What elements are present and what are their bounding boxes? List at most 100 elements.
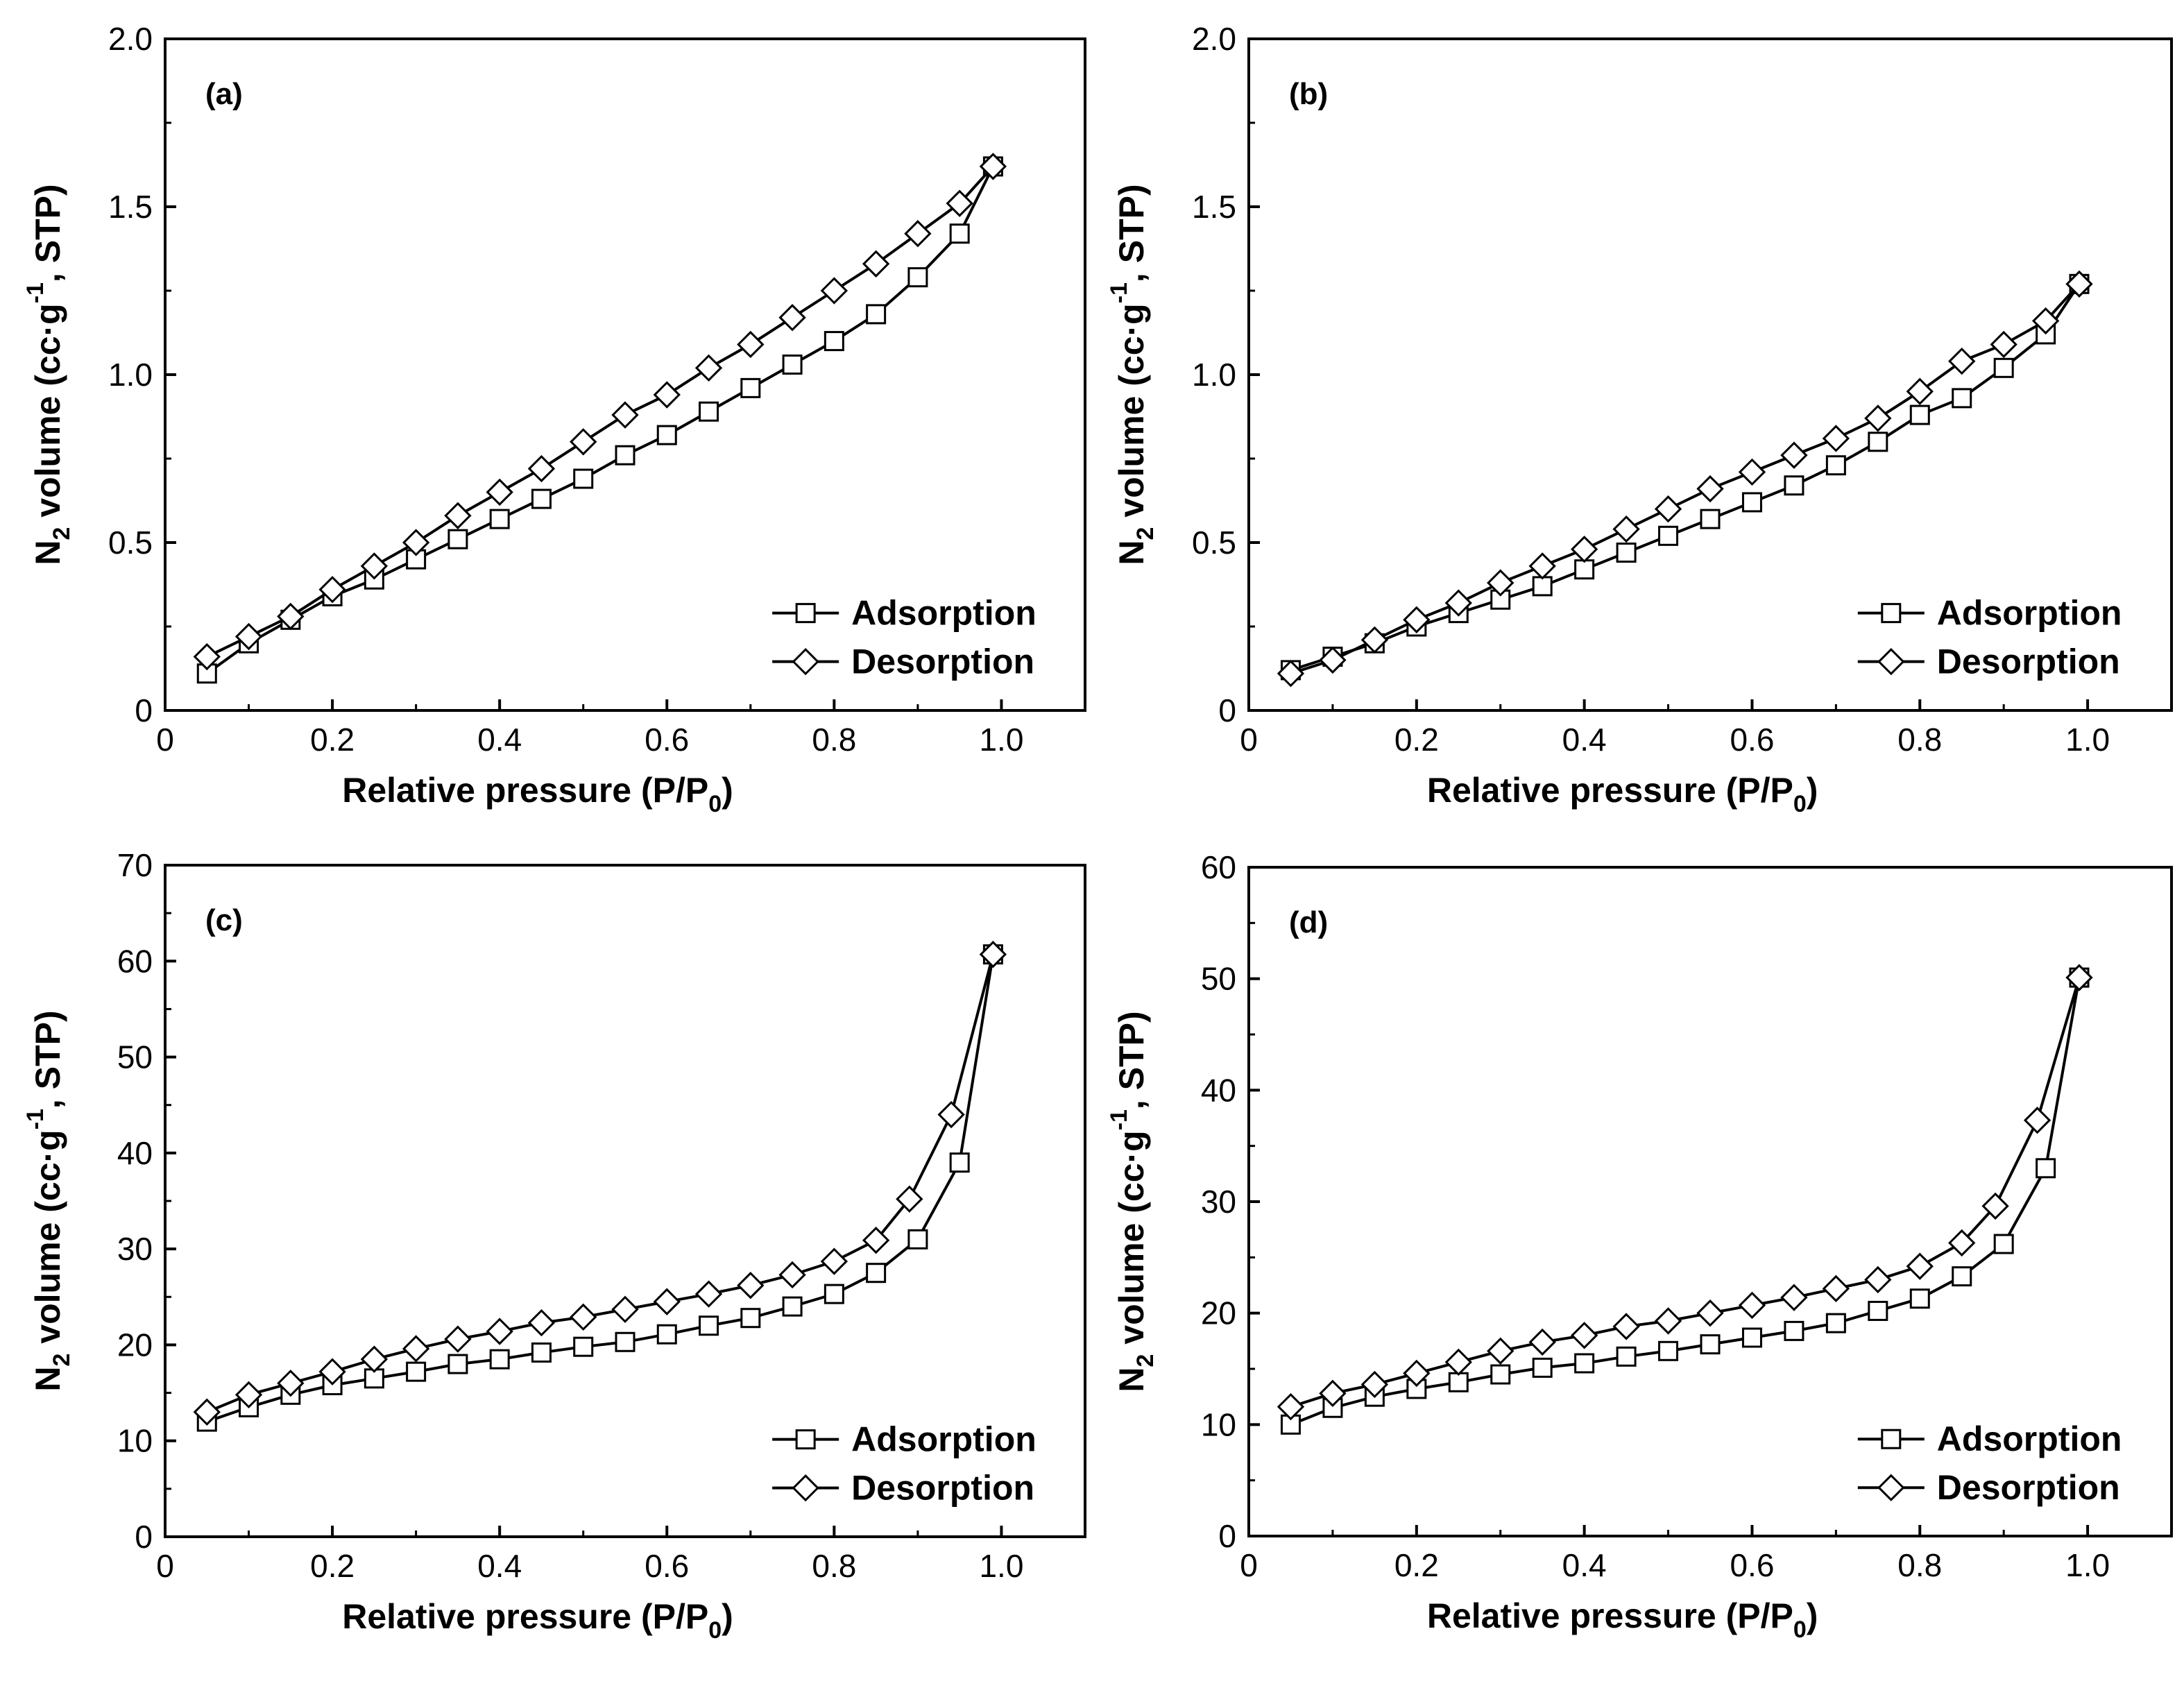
adsorption-point bbox=[740, 377, 761, 398]
legend: Adsorption Desorption bbox=[1857, 594, 2122, 681]
desorption-point bbox=[318, 1358, 346, 1386]
desorption-point bbox=[778, 304, 806, 332]
y-tick-label: 30 bbox=[117, 1231, 153, 1267]
desorption-point bbox=[277, 602, 305, 631]
adsorption-point bbox=[489, 1349, 510, 1370]
legend: Adsorption Desorption bbox=[772, 594, 1036, 681]
desorption-point bbox=[1444, 589, 1472, 617]
desorption-point bbox=[1612, 515, 1640, 543]
y-tick-label: 0 bbox=[1218, 1518, 1236, 1554]
adsorption-point bbox=[1952, 388, 1972, 409]
y-tick-label: 2.0 bbox=[108, 21, 153, 57]
adsorption-point bbox=[1532, 1357, 1553, 1378]
series-desorption bbox=[193, 940, 1007, 1426]
y-axis-title: N2 volume (cc·g-1, STP) bbox=[1106, 184, 1159, 565]
x-tick-label: 0.8 bbox=[1897, 722, 1942, 758]
x-tick-label: 0.2 bbox=[310, 722, 355, 758]
y-tick-label: 60 bbox=[1201, 849, 1236, 885]
panel-b: 0 0.2 0.4 0.6 0.8 1.0 0 0.5 1.0 1.5 2.0 (b) Relative… bbox=[1106, 21, 2173, 817]
series-desorption bbox=[1277, 270, 2093, 688]
desorption-point bbox=[1487, 1337, 1515, 1365]
y-axis-title: N2 volume (cc·g-1, STP) bbox=[22, 1010, 75, 1391]
adsorption-point bbox=[656, 1324, 677, 1345]
adsorption-point bbox=[447, 529, 468, 549]
legend-marker bbox=[1877, 647, 1905, 676]
y-axis-title-end: , STP) bbox=[1112, 184, 1151, 282]
desorption-point bbox=[1319, 646, 1347, 674]
legend-item-desorption: Desorption bbox=[772, 642, 1034, 681]
y-axis-title-subscript: 2 bbox=[1132, 527, 1159, 540]
x-tick-label: 1.0 bbox=[979, 1548, 1023, 1584]
adsorption-point bbox=[406, 1361, 427, 1382]
x-axis-title-end: ) bbox=[1807, 1596, 1818, 1635]
x-axis-title-subscript: 0 bbox=[1793, 791, 1807, 817]
adsorption-point bbox=[1952, 1266, 1972, 1287]
desorption-point bbox=[1444, 1348, 1472, 1376]
series-line-desorption bbox=[206, 165, 994, 658]
adsorption-point bbox=[1741, 492, 1762, 513]
desorption-point bbox=[778, 1261, 806, 1289]
adsorption-point bbox=[364, 1368, 384, 1389]
x-axis-title-subscript: 0 bbox=[708, 791, 722, 817]
desorption-point bbox=[1780, 1284, 1808, 1311]
desorption-point bbox=[896, 1185, 923, 1213]
y-tick-label: 10 bbox=[117, 1423, 153, 1459]
desorption-point bbox=[1528, 552, 1556, 580]
adsorption-point bbox=[1825, 455, 1846, 476]
legend-label: Desorption bbox=[1937, 642, 2120, 681]
x-tick-label: 0.8 bbox=[1897, 1547, 1942, 1583]
y-tick-label: 0.5 bbox=[108, 525, 153, 561]
y-axis-title-subscript: 2 bbox=[1132, 1354, 1159, 1367]
desorption-point bbox=[1738, 1291, 1766, 1320]
y-tick-label: 1.0 bbox=[1192, 357, 1236, 393]
adsorption-point bbox=[1784, 475, 1805, 496]
adsorption-point bbox=[699, 401, 719, 422]
legend: Adsorption Desorption bbox=[1857, 1420, 2122, 1507]
adsorption-point bbox=[740, 1308, 761, 1329]
desorption-point bbox=[1360, 626, 1389, 654]
adsorption-point bbox=[1993, 1234, 2014, 1254]
adsorption-point bbox=[1909, 404, 1930, 425]
desorption-point bbox=[1360, 1370, 1389, 1399]
legend-marker bbox=[1881, 603, 1902, 624]
desorption-point bbox=[2065, 964, 2093, 991]
desorption-point bbox=[2023, 1107, 2051, 1134]
x-axis-title: Relative pressure (P/P0) bbox=[342, 771, 733, 817]
panel-label: (b) bbox=[1289, 77, 1328, 111]
desorption-point bbox=[820, 1247, 848, 1275]
desorption-point bbox=[318, 576, 346, 604]
x-axis-title-main: Relative pressure (P/P bbox=[342, 771, 708, 810]
x-tick-label: 1.0 bbox=[979, 722, 1023, 758]
x-tick-label: 1.0 bbox=[2065, 722, 2110, 758]
adsorption-point bbox=[949, 1152, 970, 1173]
desorption-point bbox=[937, 1100, 965, 1129]
x-tick-label: 0.4 bbox=[1562, 1547, 1607, 1583]
adsorption-point bbox=[1658, 525, 1679, 546]
series-desorption bbox=[193, 153, 1007, 671]
desorption-point bbox=[486, 1318, 513, 1345]
desorption-point bbox=[904, 220, 932, 248]
x-tick-label: 0.2 bbox=[1394, 722, 1439, 758]
adsorption-point bbox=[824, 1284, 844, 1304]
desorption-point bbox=[1654, 495, 1682, 523]
y-axis-title-prefix: N bbox=[1112, 1367, 1151, 1392]
legend-label: Desorption bbox=[851, 1469, 1034, 1508]
panel-c: 0 0.2 0.4 0.6 0.8 1.0010203040506070(c)Relati… bbox=[22, 847, 1086, 1644]
desorption-point bbox=[694, 1280, 723, 1308]
y-tick-label: 1.5 bbox=[108, 189, 153, 225]
series-line-desorption bbox=[1290, 977, 2081, 1408]
x-tick-label: 0 bbox=[156, 1548, 174, 1584]
y-axis-title-end: , STP) bbox=[28, 184, 67, 282]
x-axis-title-end: ) bbox=[1807, 771, 1818, 810]
legend: Adsorption Desorption bbox=[772, 1420, 1036, 1508]
adsorption-point bbox=[1741, 1327, 1762, 1348]
y-axis-title-end: , STP) bbox=[1112, 1011, 1151, 1109]
desorption-point bbox=[1319, 1379, 1347, 1408]
adsorption-point bbox=[1574, 1353, 1595, 1374]
x-tick-label: 0.4 bbox=[477, 1548, 522, 1584]
x-axis-title-subscript: 0 bbox=[708, 1617, 722, 1644]
y-axis-title-superscript: -1 bbox=[1106, 282, 1132, 303]
adsorption-point bbox=[866, 304, 887, 325]
adsorption-point bbox=[1993, 357, 2014, 378]
legend-label: Desorption bbox=[1937, 1468, 2120, 1507]
